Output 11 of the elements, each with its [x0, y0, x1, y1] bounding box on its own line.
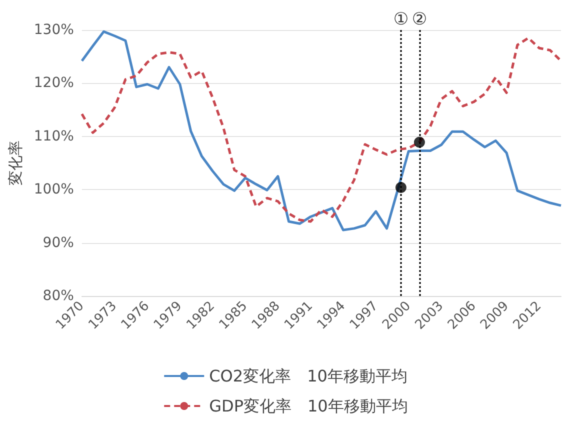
y-tick-label: 120%: [34, 75, 74, 92]
legend-label: CO2変化率 10年移動平均: [209, 366, 408, 386]
y-tick-label: 100%: [34, 182, 74, 198]
legend-label: GDP変化率 10年移動平均: [209, 396, 408, 416]
y-tick-label: 90%: [42, 234, 74, 251]
ref-line-label: ②: [412, 10, 428, 30]
y-axis-title: 変化率: [6, 140, 24, 186]
y-tick-label: 130%: [34, 22, 74, 38]
y-tick-label: 80%: [42, 288, 74, 304]
y-tick-label: 110%: [34, 128, 74, 144]
ref-line-label: ①: [393, 10, 409, 30]
